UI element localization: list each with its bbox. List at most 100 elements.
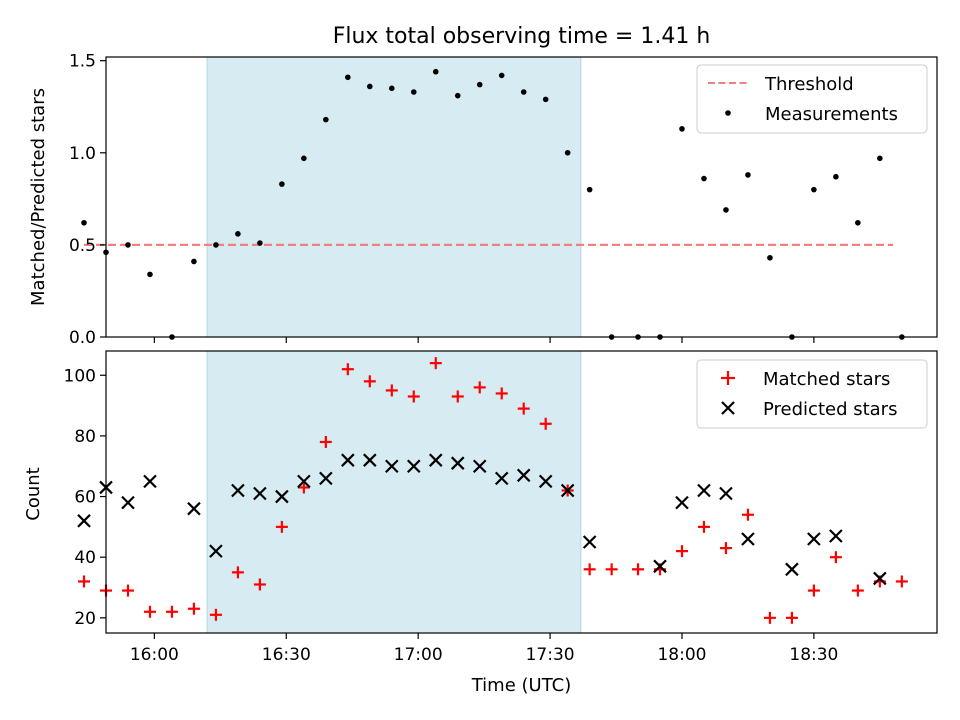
predicted-marker-stroke — [428, 453, 443, 467]
measurement-point — [564, 149, 571, 156]
matched-star-marker — [407, 390, 420, 403]
measurement-point — [235, 231, 241, 237]
measurement-point — [701, 175, 707, 182]
measurement-point — [586, 186, 593, 193]
predicted-star-marker — [385, 459, 399, 474]
predicted-star-marker — [741, 532, 755, 546]
predicted-star-marker — [428, 453, 443, 467]
matched-star-marker — [583, 563, 596, 576]
predicted-marker-stroke — [785, 562, 799, 577]
predicted-marker-stroke — [560, 483, 575, 498]
count-y-tick-label: 60 — [74, 488, 96, 508]
matched-star-marker — [429, 357, 442, 370]
legend-matched-label: Matched stars — [763, 369, 890, 390]
matched-star-marker — [187, 602, 200, 615]
predicted-star-marker — [77, 514, 91, 528]
count-y-axis-ticks: 20 40 60 80 100 — [64, 366, 106, 629]
measurement-point — [213, 242, 219, 248]
measurement-point — [745, 172, 751, 178]
predicted-marker-stroke — [121, 495, 135, 510]
count-x-tick-label: 16:00 — [130, 645, 179, 665]
measurement-point — [367, 83, 373, 90]
matched-star-marker — [275, 520, 288, 533]
measurement-point — [855, 219, 861, 226]
predicted-marker-stroke — [209, 544, 223, 558]
ratio-y-axis-label: Matched/Predicted stars — [28, 88, 49, 306]
ratio-y-tick-label: 1.0 — [69, 144, 96, 164]
predicted-star-marker — [363, 453, 377, 467]
matched-star-marker — [143, 605, 156, 618]
matched-star-marker — [341, 363, 354, 376]
count-legend-box — [696, 359, 928, 429]
observing-window-shade-lower — [206, 350, 582, 634]
measurement-point — [323, 116, 329, 123]
count-x-tick-label: 17:00 — [394, 645, 443, 665]
matched-star-marker — [785, 611, 798, 624]
measurement-point — [833, 173, 839, 180]
count-x-tick-label: 18:00 — [657, 645, 706, 665]
measurement-point — [723, 207, 729, 213]
predicted-star-marker — [472, 459, 487, 474]
count-y-tick-label: 100 — [64, 366, 96, 386]
count-x-tick-label: 17:30 — [526, 645, 575, 665]
matched-star-marker — [719, 542, 732, 555]
measurement-points — [81, 68, 905, 340]
predicted-marker-stroke — [450, 456, 465, 470]
measurement-point — [191, 258, 197, 265]
matched-star-marker — [297, 481, 310, 494]
predicted-marker-stroke — [582, 535, 597, 549]
predicted-marker-stroke — [363, 453, 377, 467]
matched-star-marker — [517, 402, 530, 415]
matched-star-marker — [451, 390, 464, 403]
predicted-marker-stroke — [472, 459, 487, 474]
measurement-point — [520, 89, 527, 95]
matched-star-marker — [473, 381, 486, 394]
predicted-star-marker — [785, 562, 799, 577]
matched-star-marker — [829, 551, 842, 564]
legend-predicted-label: Predicted stars — [763, 399, 897, 420]
legend-measurement-swatch — [725, 110, 731, 116]
predicted-marker-stroke — [653, 559, 667, 574]
predicted-star-marker — [516, 468, 531, 483]
matched-star-marker — [895, 575, 908, 588]
chart-title: Flux total observing time = 1.41 h — [333, 24, 711, 49]
ratio-y-tick-label: 1.5 — [69, 52, 96, 72]
measurement-point — [432, 68, 439, 75]
matched-star-marker — [495, 387, 508, 400]
predicted-star-marker — [697, 483, 711, 498]
measurement-point — [767, 254, 773, 261]
count-panel-frame — [105, 350, 938, 634]
count-panel: 20 40 60 80 100 16:00 16:30 17:00 17:30 18:00 18:… — [23, 350, 938, 696]
predicted-marker-stroke — [494, 471, 509, 486]
matched-star-marker — [253, 578, 266, 591]
predicted-marker-stroke — [538, 474, 553, 489]
measurement-point — [542, 96, 549, 103]
predicted-marker-stroke — [719, 486, 733, 501]
legend-measurement-label: Measurements — [765, 104, 898, 125]
predicted-star-marker — [319, 471, 333, 486]
count-y-tick-label: 40 — [74, 548, 96, 568]
x-axis-label: Time (UTC) — [471, 675, 572, 696]
predicted-star-marker — [209, 544, 223, 558]
predicted-marker-stroke — [741, 532, 755, 546]
matched-star-marker — [675, 545, 688, 558]
predicted-marker-stroke — [253, 486, 267, 501]
predicted-star-marker — [719, 486, 733, 501]
predicted-marker-stroke — [406, 459, 421, 474]
measurement-point — [345, 74, 351, 81]
ratio-y-axis-ticks: 0.0 0.5 1.0 1.5 — [69, 52, 106, 348]
matched-star-marker — [851, 584, 864, 597]
predicted-marker-stroke — [77, 514, 91, 528]
predicted-marker-stroke — [873, 571, 887, 586]
ratio-x-axis-ticks — [153, 337, 815, 343]
predicted-star-marker — [538, 474, 553, 489]
predicted-star-marker — [341, 453, 355, 467]
matched-star-marker — [209, 608, 222, 621]
predicted-star-marker — [582, 535, 597, 549]
predicted-star-marker — [807, 532, 821, 546]
ratio-legend: Threshold Measurements — [696, 64, 928, 134]
matched-star-marker — [697, 520, 710, 533]
measurement-point — [679, 126, 685, 132]
predicted-marker-stroke — [231, 483, 245, 498]
predicted-marker-stroke — [319, 471, 333, 486]
